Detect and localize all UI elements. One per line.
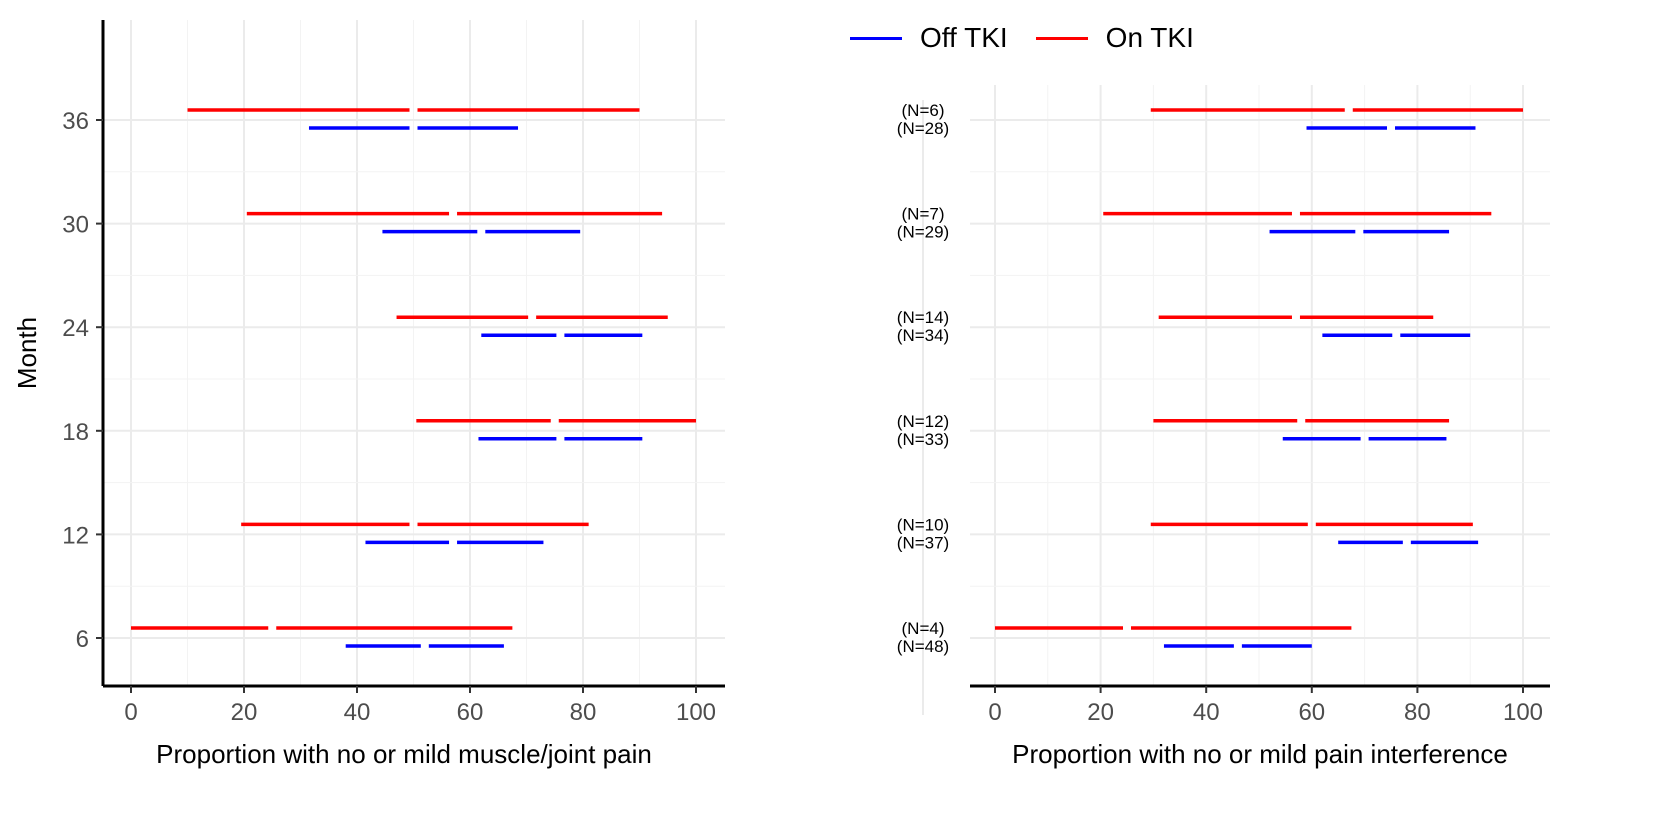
panel1-y-tick-label-18: 18	[62, 419, 89, 446]
n-label-off-tki-month-6: (N=48)	[897, 637, 949, 656]
panel1-y-tick-label-24: 24	[62, 315, 89, 342]
n-label-off-tki-month-12: (N=37)	[897, 533, 949, 552]
legend-label-off-tki: Off TKI	[920, 22, 1008, 53]
panel1-x-tick-label-0: 0	[124, 699, 137, 726]
n-label-on-tki-month-36: (N=6)	[902, 101, 945, 120]
panel1-x-tick-label-100: 100	[676, 699, 716, 726]
panel1-y-tick-label-36: 36	[62, 108, 89, 135]
legend-item-off-tki: Off TKI	[850, 22, 1008, 54]
n-label-on-tki-month-30: (N=7)	[902, 205, 945, 224]
legend-swatch-off-tki	[850, 36, 902, 40]
panel2-x-tick-label-0: 0	[988, 699, 1001, 726]
panel1-x-tick-label-20: 20	[231, 699, 258, 726]
panel2-x-axis-title: Proportion with no or mild pain interfer…	[1012, 739, 1508, 769]
panel1-y-axis-title: Month	[12, 317, 42, 389]
panel2-x-tick-label-40: 40	[1193, 699, 1220, 726]
panel2-x-tick-label-80: 80	[1404, 699, 1431, 726]
n-label-on-tki-month-18: (N=12)	[897, 412, 949, 431]
n-label-off-tki-month-30: (N=29)	[897, 223, 949, 242]
legend-item-on-tki: On TKI	[1035, 22, 1194, 54]
legend-swatch-on-tki	[1035, 36, 1088, 40]
panel2-x-tick-label-60: 60	[1298, 699, 1325, 726]
legend-label-on-tki: On TKI	[1105, 22, 1194, 53]
panel1-x-tick-label-40: 40	[344, 699, 371, 726]
n-label-on-tki-month-12: (N=10)	[897, 515, 949, 534]
panel1-x-axis-title: Proportion with no or mild muscle/joint …	[156, 739, 652, 769]
n-label-off-tki-month-36: (N=28)	[897, 119, 949, 138]
n-label-off-tki-month-24: (N=34)	[897, 326, 949, 345]
n-label-off-tki-month-18: (N=33)	[897, 430, 949, 449]
panel1-x-tick-label-80: 80	[570, 699, 597, 726]
panel1-y-tick-label-12: 12	[62, 522, 89, 549]
n-label-on-tki-month-24: (N=14)	[897, 308, 949, 327]
panel2-x-tick-label-100: 100	[1503, 699, 1543, 726]
panel2-x-tick-label-20: 20	[1087, 699, 1114, 726]
panel1-x-tick-label-60: 60	[457, 699, 484, 726]
panel1-y-tick-label-30: 30	[62, 212, 89, 239]
n-label-on-tki-month-6: (N=4)	[902, 619, 945, 638]
legend: Off TKI On TKI	[850, 18, 1194, 58]
panel1-y-tick-label-6: 6	[76, 626, 89, 653]
